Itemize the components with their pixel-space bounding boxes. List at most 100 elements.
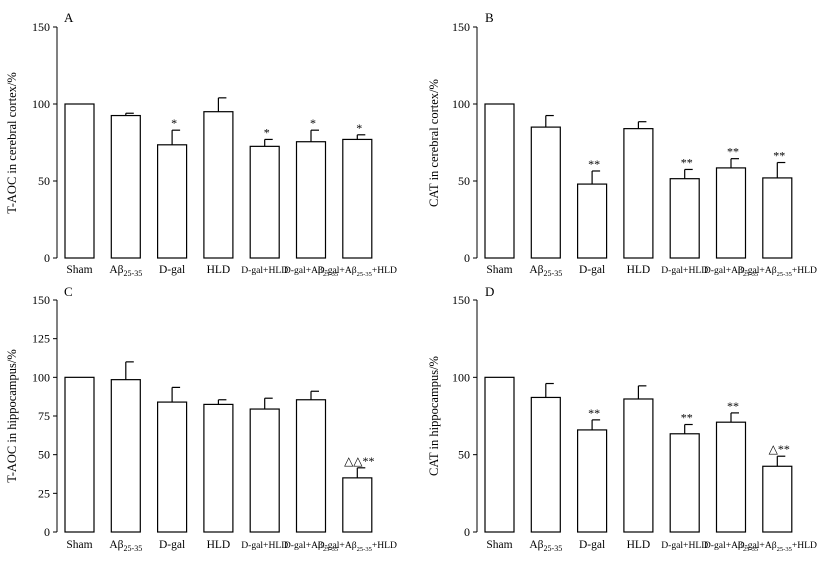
panel-letter: B: [485, 10, 494, 25]
bar: [715, 421, 747, 533]
bar: [530, 126, 561, 259]
bar: [342, 138, 373, 259]
bar: [623, 128, 654, 259]
category-label: D-gal+Aβ25-35+HLD: [318, 540, 397, 553]
y-tick-label: 125: [32, 332, 50, 346]
bar: [762, 177, 793, 259]
significance-label: *: [264, 125, 270, 139]
y-tick-label: 0: [464, 251, 470, 265]
y-tick-label: 150: [452, 293, 470, 307]
category-label: D-gal+HLD: [241, 265, 288, 276]
y-tick-label: 0: [464, 525, 470, 539]
y-axis-title: T-AOC in hippocampus/%: [5, 349, 19, 483]
category-label: D-gal+HLD: [661, 265, 708, 276]
category-label: D-gal+HLD: [241, 540, 288, 551]
y-tick-label: 150: [32, 293, 50, 307]
bar: [157, 401, 188, 533]
bar: [669, 178, 700, 259]
bar: [295, 399, 327, 533]
panel-d: 0 50 100 150 CAT in hippocampus/% D Sham Aβ25-3…: [427, 284, 817, 553]
bar: [530, 396, 561, 533]
bar: [762, 465, 793, 533]
significance-label: **: [588, 157, 600, 171]
category-label: HLD: [627, 264, 651, 276]
panel-letter: D: [485, 284, 494, 299]
category-label: D-gal: [579, 264, 605, 276]
category-label: HLD: [207, 539, 231, 551]
panel-letter: C: [64, 284, 73, 299]
bar: [249, 145, 280, 259]
bar: [484, 376, 515, 533]
category-label: D-gal+Aβ25-35: [284, 540, 338, 553]
bar: [576, 183, 608, 259]
category-label: D-gal: [159, 539, 185, 551]
significance-label: *: [356, 121, 362, 135]
bar: [295, 141, 327, 259]
y-tick-label: 50: [458, 448, 470, 462]
category-label: Aβ25-35: [529, 539, 562, 553]
y-tick-label: 100: [32, 97, 50, 111]
y-tick-label: 25: [38, 486, 50, 500]
bar: [64, 376, 95, 533]
significance-label: △△**: [344, 454, 374, 468]
category-label: Sham: [66, 539, 92, 551]
panel-c: 0 25 50 75 100 125 150 T-AOC in hippocampus/% C S…: [5, 284, 397, 553]
y-tick-label: 150: [32, 20, 50, 34]
category-label: Aβ25-35: [109, 264, 142, 278]
bar: [669, 433, 700, 533]
significance-label: △**: [769, 442, 790, 456]
bar: [203, 111, 234, 259]
significance-label: **: [727, 399, 739, 413]
bar: [715, 167, 747, 259]
significance-label: *: [310, 116, 316, 130]
y-tick-label: 50: [458, 174, 470, 188]
panel-a: 0 50 100 150 T-AOC in cerebral cortex/% A Sham…: [5, 10, 397, 278]
category-label: D-gal+Aβ25-35+HLD: [738, 265, 817, 278]
y-tick-label: 0: [44, 251, 50, 265]
bar: [576, 429, 608, 533]
category-label: D-gal+Aβ25-35+HLD: [318, 265, 397, 278]
category-label: Aβ25-35: [529, 264, 562, 278]
category-label: D-gal+Aβ25-35+HLD: [738, 540, 817, 553]
y-tick-label: 50: [38, 174, 50, 188]
bar: [484, 103, 515, 259]
panel-b: 0 50 100 150 CAT in cerebral cortex/% B Sham Aβ…: [427, 10, 817, 278]
category-label: Sham: [66, 264, 92, 276]
panel-letter: A: [64, 10, 74, 25]
category-label: Sham: [486, 264, 512, 276]
category-label: D-gal: [159, 264, 185, 276]
y-axis-title: T-AOC in cerebral cortex/%: [5, 72, 19, 214]
significance-label: **: [681, 155, 693, 169]
category-label: D-gal+Aβ25-35: [704, 265, 758, 278]
category-label: Aβ25-35: [109, 539, 142, 553]
y-tick-label: 100: [452, 370, 470, 384]
bar: [110, 114, 141, 259]
category-label: D-gal+Aβ25-35: [704, 540, 758, 553]
significance-label: **: [727, 145, 739, 159]
significance-label: **: [588, 406, 600, 420]
bar: [342, 477, 373, 533]
y-tick-label: 100: [32, 370, 50, 384]
y-tick-label: 100: [452, 97, 470, 111]
category-label: HLD: [207, 264, 231, 276]
bar: [623, 398, 654, 533]
category-label: Sham: [486, 539, 512, 551]
significance-label: **: [773, 149, 785, 163]
bar: [110, 379, 141, 533]
y-tick-label: 50: [38, 448, 50, 462]
significance-label: **: [681, 411, 693, 425]
y-axis-title: CAT in hippocampus/%: [427, 356, 441, 476]
bar: [157, 144, 188, 259]
category-label: D-gal: [579, 539, 605, 551]
y-axis-title: CAT in cerebral cortex/%: [427, 79, 441, 207]
category-label: HLD: [627, 539, 651, 551]
y-tick-label: 0: [44, 525, 50, 539]
y-tick-label: 150: [452, 20, 470, 34]
bar: [203, 403, 234, 533]
category-label: D-gal+Aβ25-35: [284, 265, 338, 278]
bar: [64, 103, 95, 259]
category-label: D-gal+HLD: [661, 540, 708, 551]
bar: [249, 408, 280, 533]
significance-label: *: [171, 116, 177, 130]
